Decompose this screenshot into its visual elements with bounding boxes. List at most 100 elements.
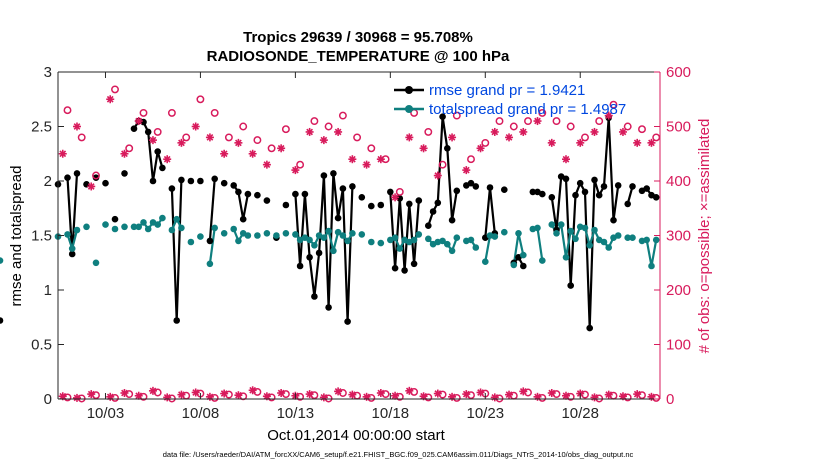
rmse-point	[178, 176, 185, 184]
obs-assimilated-point-stroke	[249, 150, 257, 158]
x-axis-label: Oct.01,2014 00:00:00 start	[267, 427, 445, 444]
obs-possible-point	[595, 117, 604, 126]
obs-assimilated-low-point	[448, 392, 457, 401]
x-tick-label: 10/03	[87, 405, 125, 422]
obs-assimilated-low-point-stroke	[633, 390, 641, 398]
totalspread-point	[135, 223, 142, 231]
rmse-point	[529, 188, 537, 196]
obs-assimilated-low-point	[334, 387, 343, 396]
obs-possible-point	[395, 187, 404, 196]
rmse-point	[396, 195, 404, 202]
obs-assimilated-point-stroke	[320, 136, 328, 144]
totalspread-point	[178, 224, 185, 232]
obs-assimilated-point-stroke	[562, 155, 570, 163]
obs-assimilated-low-point-stroke	[249, 386, 257, 394]
obs-assimilated-point-stroke	[149, 136, 157, 144]
obs-assimilated-point	[476, 144, 485, 153]
marker-layer	[0, 85, 661, 403]
totalspread-point	[206, 260, 214, 268]
totalspread-point	[211, 224, 218, 232]
totalspread-point	[83, 223, 90, 231]
totalspread-line	[208, 227, 216, 264]
obs-assimilated-low-point	[362, 392, 371, 401]
obs-assimilated-low-point-stroke	[348, 391, 356, 399]
obs-assimilated-low-point-stroke	[462, 390, 470, 398]
obs-assimilated-point-stroke	[192, 123, 200, 130]
obs-assimilated-low-point	[177, 390, 186, 399]
rmse-point	[154, 148, 161, 155]
obs-possible-point	[324, 122, 333, 131]
obs-possible-point	[239, 122, 248, 131]
obs-assimilated-point	[305, 127, 314, 136]
obs-assimilated-point	[120, 149, 129, 158]
rmse-point	[349, 183, 356, 190]
totalspread-point	[154, 221, 161, 228]
rmse-point	[315, 249, 323, 257]
obs-assimilated-point-stroke	[163, 155, 171, 163]
y2-tick-label: 200	[666, 282, 691, 299]
totalspread-point	[102, 221, 109, 228]
obs-assimilated-point	[405, 133, 414, 142]
rmse-point	[149, 177, 157, 185]
rmse-point	[401, 267, 408, 274]
obs-assimilated-point	[519, 127, 528, 136]
obs-possible-point	[182, 133, 191, 142]
x-tick-label: 10/18	[372, 405, 410, 422]
totalspread-point	[168, 226, 176, 234]
rmse-point	[0, 317, 4, 324]
rmse-point	[467, 179, 475, 187]
rmse-point	[311, 293, 318, 300]
rmse-point	[330, 170, 337, 177]
totalspread-point	[230, 225, 237, 233]
obs-possible-point	[438, 160, 447, 169]
obs-assimilated-low-point	[533, 392, 542, 401]
rmse-point	[652, 194, 660, 201]
obs-assimilated-point-stroke	[135, 117, 143, 125]
rmse-point	[230, 182, 237, 189]
totalspread-point	[510, 261, 518, 269]
obs-assimilated-point-stroke	[534, 117, 541, 125]
obs-assimilated-point	[419, 144, 428, 153]
obs-assimilated-low-point-stroke	[334, 388, 342, 395]
obs-assimilated-point-stroke	[334, 128, 342, 136]
obs-assimilated-low-point	[319, 393, 328, 402]
totalspread-point	[472, 244, 480, 251]
totalspread-point	[349, 230, 356, 237]
obs-assimilated-point-stroke	[633, 139, 641, 147]
obs-assimilated-low-point	[163, 393, 172, 402]
totalspread-point	[334, 228, 342, 236]
obs-assimilated-low-point	[134, 391, 143, 400]
totalspread-point	[453, 234, 461, 241]
obs-assimilated-point	[177, 138, 186, 147]
obs-assimilated-point	[391, 193, 400, 202]
obs-assimilated-low-point-stroke	[391, 392, 399, 400]
rmse-point	[197, 177, 204, 185]
obs-assimilated-point-stroke	[206, 134, 214, 141]
obs-possible-point	[424, 127, 433, 136]
obs-assimilated-low-point-stroke	[377, 389, 385, 397]
obs-possible-point	[167, 108, 176, 117]
obs-assimilated-low-point-stroke	[73, 394, 81, 402]
obs-assimilated-point	[134, 117, 143, 126]
obs-possible-point	[538, 108, 547, 117]
obs-assimilated-point-stroke	[306, 128, 313, 136]
obs-assimilated-low-point	[191, 388, 200, 397]
totalspread-point	[562, 253, 570, 261]
obs-assimilated-point	[433, 171, 442, 180]
obs-assimilated-low-point-stroke	[548, 389, 556, 397]
totalspread-point	[491, 233, 499, 240]
rmse-point	[144, 128, 152, 136]
obs-assimilated-point	[618, 127, 627, 136]
obs-assimilated-low-point	[305, 390, 314, 399]
obs-assimilated-point	[533, 117, 542, 126]
totalspread-point	[121, 223, 128, 231]
obs-assimilated-low-point	[490, 393, 499, 402]
obs-assimilated-point-stroke	[591, 128, 598, 136]
obs-assimilated-point-stroke	[178, 139, 185, 147]
totalspread-point	[439, 237, 446, 245]
obs-assimilated-point	[234, 138, 243, 147]
obs-possible-point	[367, 144, 376, 153]
obs-assimilated-low-point-stroke	[405, 387, 413, 395]
obs-assimilated-low-point-stroke	[505, 391, 513, 399]
rmse-point	[102, 179, 109, 187]
